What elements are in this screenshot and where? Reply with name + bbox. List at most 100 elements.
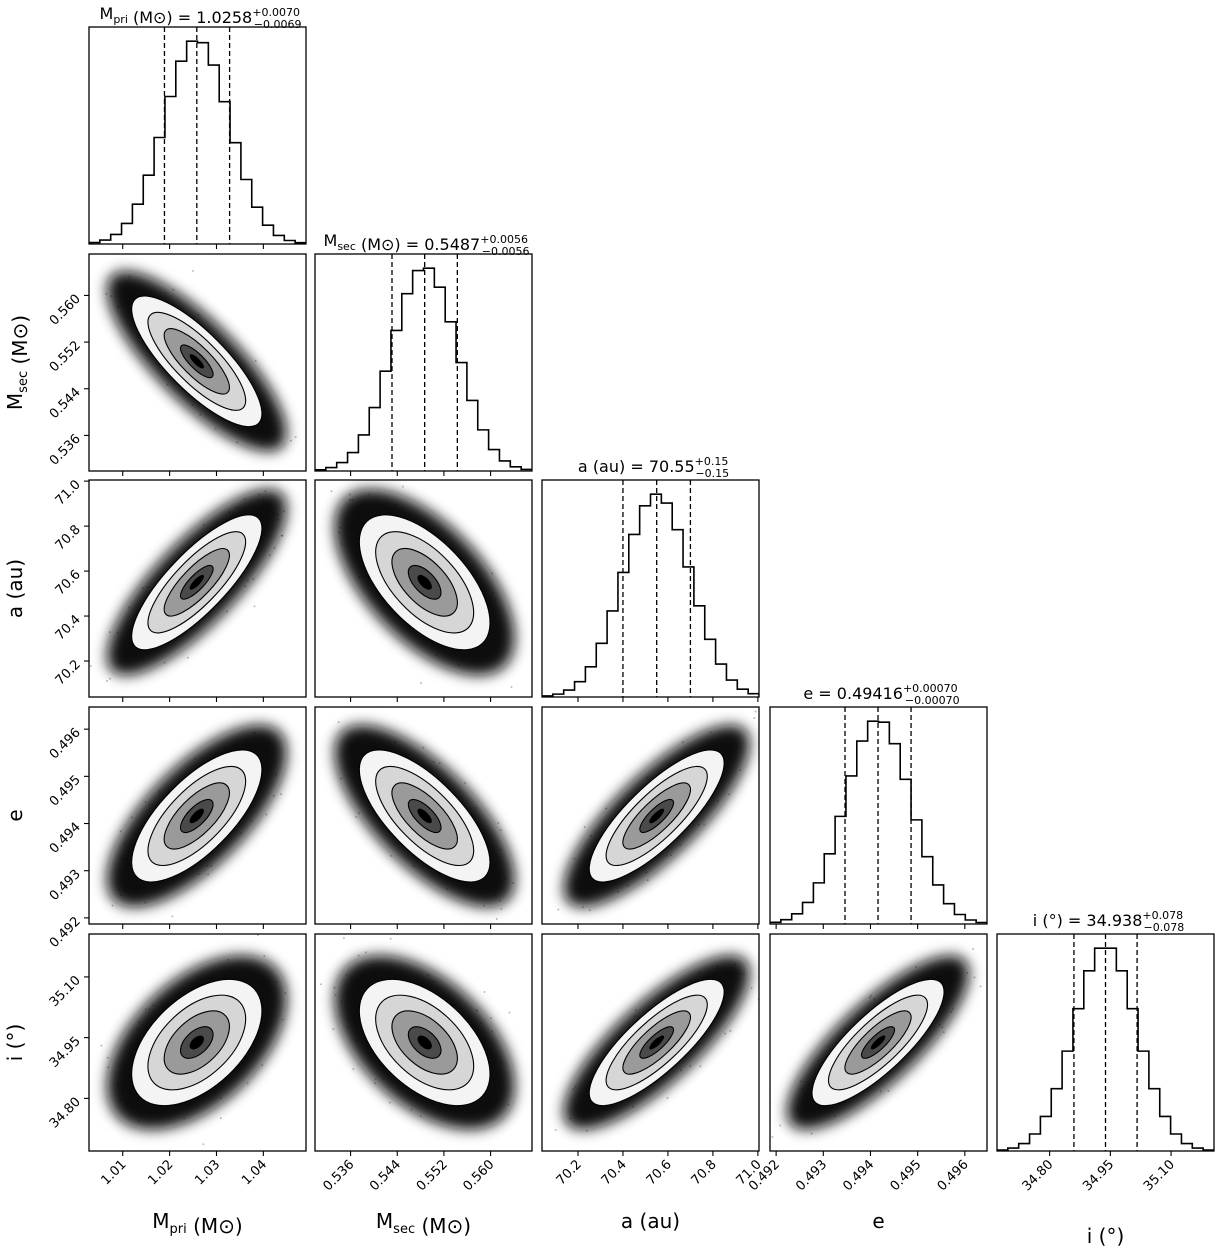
panel-content bbox=[557, 710, 757, 912]
sample-point bbox=[355, 816, 358, 818]
panel-content bbox=[997, 934, 1214, 1151]
sample-point bbox=[111, 904, 114, 907]
title-subscript: sec bbox=[337, 240, 356, 253]
panel-frame bbox=[88, 933, 307, 1152]
sample-point bbox=[483, 904, 485, 907]
sample-point bbox=[294, 436, 297, 438]
axis-label-unit: (°) bbox=[3, 1024, 27, 1050]
sample-point bbox=[148, 1008, 151, 1010]
title-unit: (au) bbox=[593, 457, 625, 476]
density-peak bbox=[649, 1035, 665, 1050]
y-tick-label: 0.493 bbox=[47, 867, 84, 904]
sample-point bbox=[260, 442, 263, 445]
x-tick-label: 0.496 bbox=[935, 1157, 972, 1194]
sample-point bbox=[498, 899, 501, 902]
contour-line bbox=[358, 514, 491, 651]
axis-label-symbol: e bbox=[872, 1209, 884, 1233]
title-symbol: i bbox=[1033, 911, 1037, 930]
sample-point bbox=[941, 1026, 944, 1029]
contour-line bbox=[179, 798, 214, 834]
contour-line bbox=[131, 749, 263, 883]
sample-point bbox=[144, 1008, 147, 1011]
sample-point bbox=[333, 986, 336, 989]
sample-point bbox=[152, 1004, 154, 1007]
panel-frame bbox=[314, 479, 533, 698]
sample-point bbox=[572, 1088, 575, 1090]
sample-point bbox=[262, 499, 265, 502]
sample-point bbox=[202, 524, 205, 526]
contour-line bbox=[827, 994, 929, 1091]
y-axis-label: i (°) bbox=[3, 1024, 27, 1062]
sample-point bbox=[275, 981, 277, 983]
panel-frame bbox=[996, 933, 1215, 1152]
sample-point bbox=[226, 610, 228, 613]
axis-label-unit: (M⊙) bbox=[193, 1214, 243, 1238]
title-unit: (M⊙) bbox=[133, 8, 173, 27]
sample-point bbox=[137, 1020, 140, 1023]
sample-point bbox=[422, 746, 425, 749]
sample-point bbox=[427, 974, 430, 976]
contour-line bbox=[407, 564, 442, 600]
histogram-step-line bbox=[997, 947, 1214, 1151]
density-panel: 70.270.470.670.871.0 bbox=[53, 477, 307, 702]
sample-point bbox=[365, 951, 367, 954]
contour-line bbox=[391, 782, 458, 850]
contour-line bbox=[147, 311, 247, 411]
contour-line bbox=[407, 798, 442, 834]
title-lower-error: −0.0069 bbox=[254, 18, 302, 31]
sample-point bbox=[136, 1028, 138, 1031]
sample-point bbox=[475, 1008, 478, 1011]
sample-point bbox=[374, 1078, 377, 1081]
sample-point bbox=[647, 879, 649, 882]
sample-point bbox=[374, 1082, 376, 1085]
sample-point bbox=[500, 907, 503, 910]
sample-point bbox=[952, 1008, 954, 1010]
y-axis-label: Msec (M⊙) bbox=[3, 315, 32, 410]
sample-point bbox=[281, 534, 283, 537]
sample-point bbox=[500, 1061, 502, 1063]
sample-point bbox=[955, 978, 958, 981]
sample-point bbox=[131, 816, 133, 819]
sample-point bbox=[412, 865, 415, 867]
sample-point bbox=[276, 514, 278, 517]
title-median: 70.55 bbox=[649, 457, 695, 476]
panel-content bbox=[330, 485, 515, 688]
sample-point bbox=[100, 1044, 103, 1047]
sample-point bbox=[703, 823, 705, 826]
axis-label-symbol: a bbox=[621, 1209, 633, 1233]
x-tick-label: 35.10 bbox=[1141, 1157, 1178, 1194]
density-peak bbox=[417, 808, 432, 824]
sample-point bbox=[350, 977, 353, 980]
sample-point bbox=[495, 894, 497, 897]
sample-point bbox=[972, 948, 975, 950]
histogram-panel: i (°) = 34.938+0.078 −0.078 34.80 34.95 35.1… bbox=[996, 909, 1215, 1194]
panel-content bbox=[89, 27, 306, 244]
sample-point bbox=[280, 793, 282, 796]
sample-point bbox=[320, 744, 322, 746]
sample-point bbox=[389, 1101, 391, 1104]
y-tick-label: 70.8 bbox=[53, 522, 84, 553]
panel-frame bbox=[88, 479, 307, 698]
axis-label-symbol: M bbox=[152, 1209, 169, 1233]
title-upper-error: +0.0070 bbox=[252, 6, 300, 19]
sample-point bbox=[125, 1103, 128, 1105]
density-panel: 1.01 1.02 1.03 1.04 34.80 34.95 35.10 bbox=[47, 933, 307, 1188]
sample-point bbox=[373, 964, 375, 966]
contour-line bbox=[605, 994, 708, 1091]
sample-point bbox=[219, 1097, 222, 1099]
contour-line bbox=[179, 1026, 214, 1059]
panel-content bbox=[770, 707, 987, 924]
y-axis-label: e bbox=[3, 809, 27, 821]
histogram-panel: Mpri (M⊙) = 1.0258+0.0070 −0.0069 bbox=[88, 4, 307, 249]
title-symbol: M bbox=[100, 4, 114, 23]
axis-label-subscript: pri bbox=[170, 1222, 187, 1237]
sample-point bbox=[670, 854, 673, 857]
sample-point bbox=[163, 661, 166, 664]
sample-point bbox=[346, 1026, 349, 1029]
x-tick-label: 34.95 bbox=[1080, 1157, 1117, 1194]
sample-point bbox=[869, 996, 871, 999]
sample-point bbox=[753, 717, 756, 719]
axis-label-symbol: M bbox=[3, 393, 27, 410]
